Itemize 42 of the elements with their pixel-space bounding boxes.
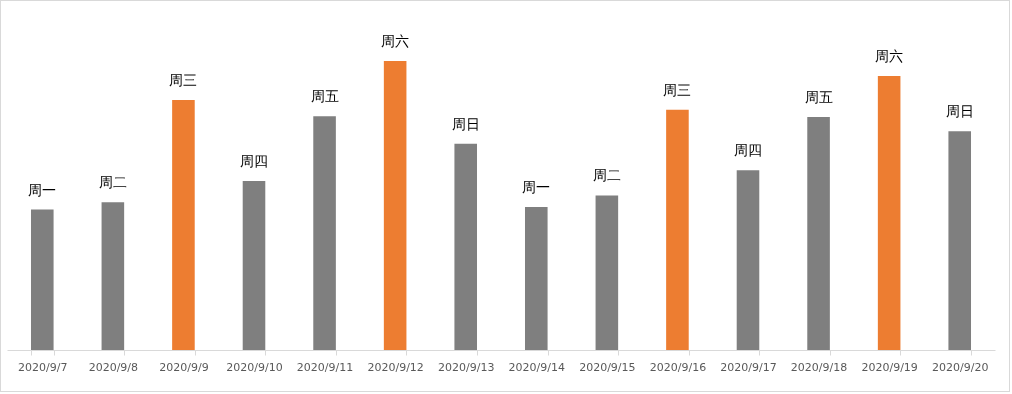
annotation: 周四 [734, 142, 762, 159]
annotation: 周五 [804, 89, 833, 106]
annotation: 周五 [310, 88, 339, 105]
bar [877, 76, 901, 350]
x-tick-label: 2020/9/10 [226, 360, 283, 374]
bar [313, 116, 336, 350]
bar [807, 117, 830, 350]
annotation: 周三 [169, 72, 198, 89]
annotation: 周二 [98, 174, 127, 191]
x-tick-label: 2020/9/17 [720, 360, 777, 374]
x-tick-label: 2020/9/19 [861, 360, 918, 374]
x-tick-label: 2020/9/16 [649, 360, 707, 374]
annotation: 周三 [663, 81, 692, 98]
x-tick-label: 2020/9/18 [790, 360, 848, 374]
annotation: 周六 [875, 48, 904, 65]
x-tick-label: 2020/9/14 [508, 360, 565, 374]
x-tick-label: 2020/9/13 [438, 360, 495, 374]
bar [524, 206, 548, 350]
annotation: 周日 [451, 115, 480, 132]
x-tick-label: 2020/9/12 [367, 360, 424, 374]
bar [242, 180, 266, 350]
annotation: 周六 [381, 33, 410, 49]
bar [172, 100, 195, 350]
bar [30, 209, 54, 350]
x-tick-label: 2020/9/11 [296, 360, 354, 374]
bar [948, 131, 972, 350]
bar [736, 170, 760, 350]
annotation: 周二 [592, 167, 621, 184]
x-tick-label: 2020/9/20 [932, 360, 989, 374]
annotation: 周日 [945, 103, 974, 120]
x-tick-label: 2020/9/8 [88, 360, 139, 374]
bar [101, 202, 125, 350]
annotation: 周四 [240, 152, 268, 169]
bar [383, 61, 407, 350]
bar [454, 143, 478, 350]
annotation: 周一 [28, 181, 57, 198]
bar [595, 195, 619, 350]
x-tick-label: 2020/9/15 [579, 360, 636, 374]
bar [666, 109, 689, 350]
annotation: 周一 [522, 178, 551, 195]
x-tick-label: 2020/9/9 [159, 360, 209, 374]
x-tick-label: 2020/9/7 [18, 360, 68, 374]
